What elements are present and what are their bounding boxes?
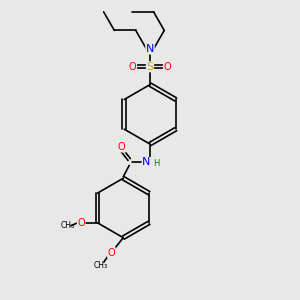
Text: N: N — [142, 158, 151, 167]
Text: S: S — [146, 62, 154, 72]
Text: O: O — [118, 142, 126, 152]
Text: H: H — [153, 159, 160, 168]
Text: O: O — [164, 62, 171, 72]
Text: CH₃: CH₃ — [94, 260, 108, 269]
Text: N: N — [146, 44, 154, 54]
Text: O: O — [77, 218, 85, 228]
Text: O: O — [107, 248, 115, 257]
Text: O: O — [129, 62, 136, 72]
Text: CH₃: CH₃ — [61, 221, 75, 230]
